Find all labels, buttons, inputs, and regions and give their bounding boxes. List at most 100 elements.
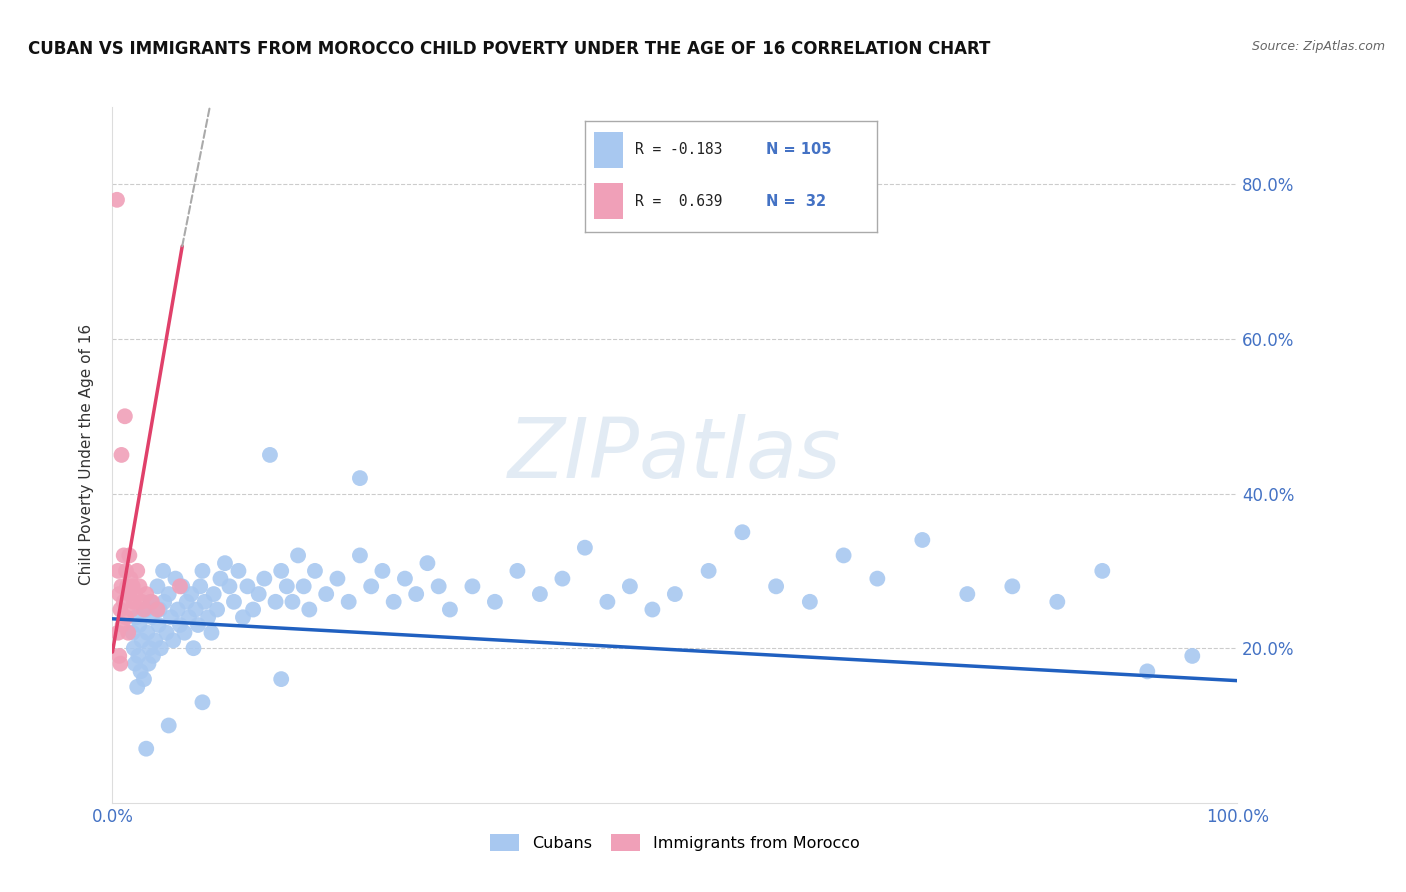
Point [765, 579, 787, 593]
Point [108, 648, 131, 663]
Point [122, 641, 145, 656]
Point [242, 602, 264, 616]
Point [110, 448, 132, 462]
Point [222, 595, 245, 609]
Point [1001, 579, 1024, 593]
Point [128, 618, 150, 632]
Point [110, 579, 132, 593]
Point [107, 564, 129, 578]
Point [180, 587, 202, 601]
Point [124, 587, 146, 601]
Point [394, 572, 416, 586]
Point [141, 610, 163, 624]
Point [162, 633, 184, 648]
Point [349, 549, 371, 563]
Point [157, 718, 180, 732]
Point [292, 579, 315, 593]
Text: CUBAN VS IMMIGRANTS FROM MOROCCO CHILD POVERTY UNDER THE AGE OF 16 CORRELATION C: CUBAN VS IMMIGRANTS FROM MOROCCO CHILD P… [28, 40, 990, 58]
Point [194, 595, 217, 609]
Point [439, 602, 461, 616]
Point [200, 625, 222, 640]
Point [228, 564, 250, 578]
Point [138, 657, 160, 671]
Point [264, 595, 287, 609]
Point [165, 572, 187, 586]
Point [337, 595, 360, 609]
Point [484, 595, 506, 609]
Point [125, 610, 148, 624]
Point [197, 610, 219, 624]
Point [187, 618, 209, 632]
Point [121, 602, 143, 616]
Y-axis label: Child Poverty Under the Age of 16: Child Poverty Under the Age of 16 [79, 325, 94, 585]
Point [142, 648, 165, 663]
Point [832, 549, 855, 563]
Point [118, 549, 141, 563]
Point [276, 579, 298, 593]
Point [120, 572, 142, 586]
Legend: Cubans, Immigrants from Morocco: Cubans, Immigrants from Morocco [484, 828, 866, 857]
Point [177, 610, 200, 624]
Point [191, 695, 214, 709]
Point [115, 610, 138, 624]
Point [149, 641, 172, 656]
Point [115, 579, 138, 593]
Point [131, 633, 153, 648]
Point [166, 602, 188, 616]
Point [127, 564, 149, 578]
Point [118, 587, 141, 601]
Point [247, 587, 270, 601]
Point [1091, 564, 1114, 578]
Point [141, 595, 163, 609]
Point [107, 625, 129, 640]
Point [866, 572, 889, 586]
Point [173, 625, 195, 640]
Point [129, 665, 152, 679]
Point [287, 549, 309, 563]
Point [214, 556, 236, 570]
Point [956, 587, 979, 601]
Point [326, 572, 349, 586]
Point [461, 579, 484, 593]
Point [127, 648, 149, 663]
Point [202, 587, 225, 601]
Point [122, 595, 145, 609]
Point [132, 672, 155, 686]
Point [371, 564, 394, 578]
Point [253, 572, 276, 586]
Point [172, 579, 194, 593]
Point [136, 625, 159, 640]
Text: Source: ZipAtlas.com: Source: ZipAtlas.com [1251, 40, 1385, 54]
Point [1136, 665, 1159, 679]
Point [1046, 595, 1069, 609]
Point [146, 579, 169, 593]
Point [304, 564, 326, 578]
Point [205, 602, 228, 616]
Point [911, 533, 934, 547]
Point [131, 595, 153, 609]
Point [160, 610, 183, 624]
Point [619, 579, 641, 593]
Point [169, 618, 191, 632]
Point [218, 579, 240, 593]
Point [382, 595, 405, 609]
Point [157, 587, 180, 601]
Point [209, 572, 232, 586]
Point [1181, 648, 1204, 663]
Point [427, 579, 450, 593]
Point [121, 579, 143, 593]
Point [135, 741, 157, 756]
Point [111, 618, 134, 632]
Point [121, 625, 143, 640]
Point [664, 587, 686, 601]
Point [529, 587, 551, 601]
Point [405, 587, 427, 601]
Point [152, 564, 174, 578]
Point [574, 541, 596, 555]
Point [596, 595, 619, 609]
Point [105, 193, 128, 207]
Point [270, 564, 292, 578]
Point [143, 633, 166, 648]
Point [551, 572, 574, 586]
Point [191, 564, 214, 578]
